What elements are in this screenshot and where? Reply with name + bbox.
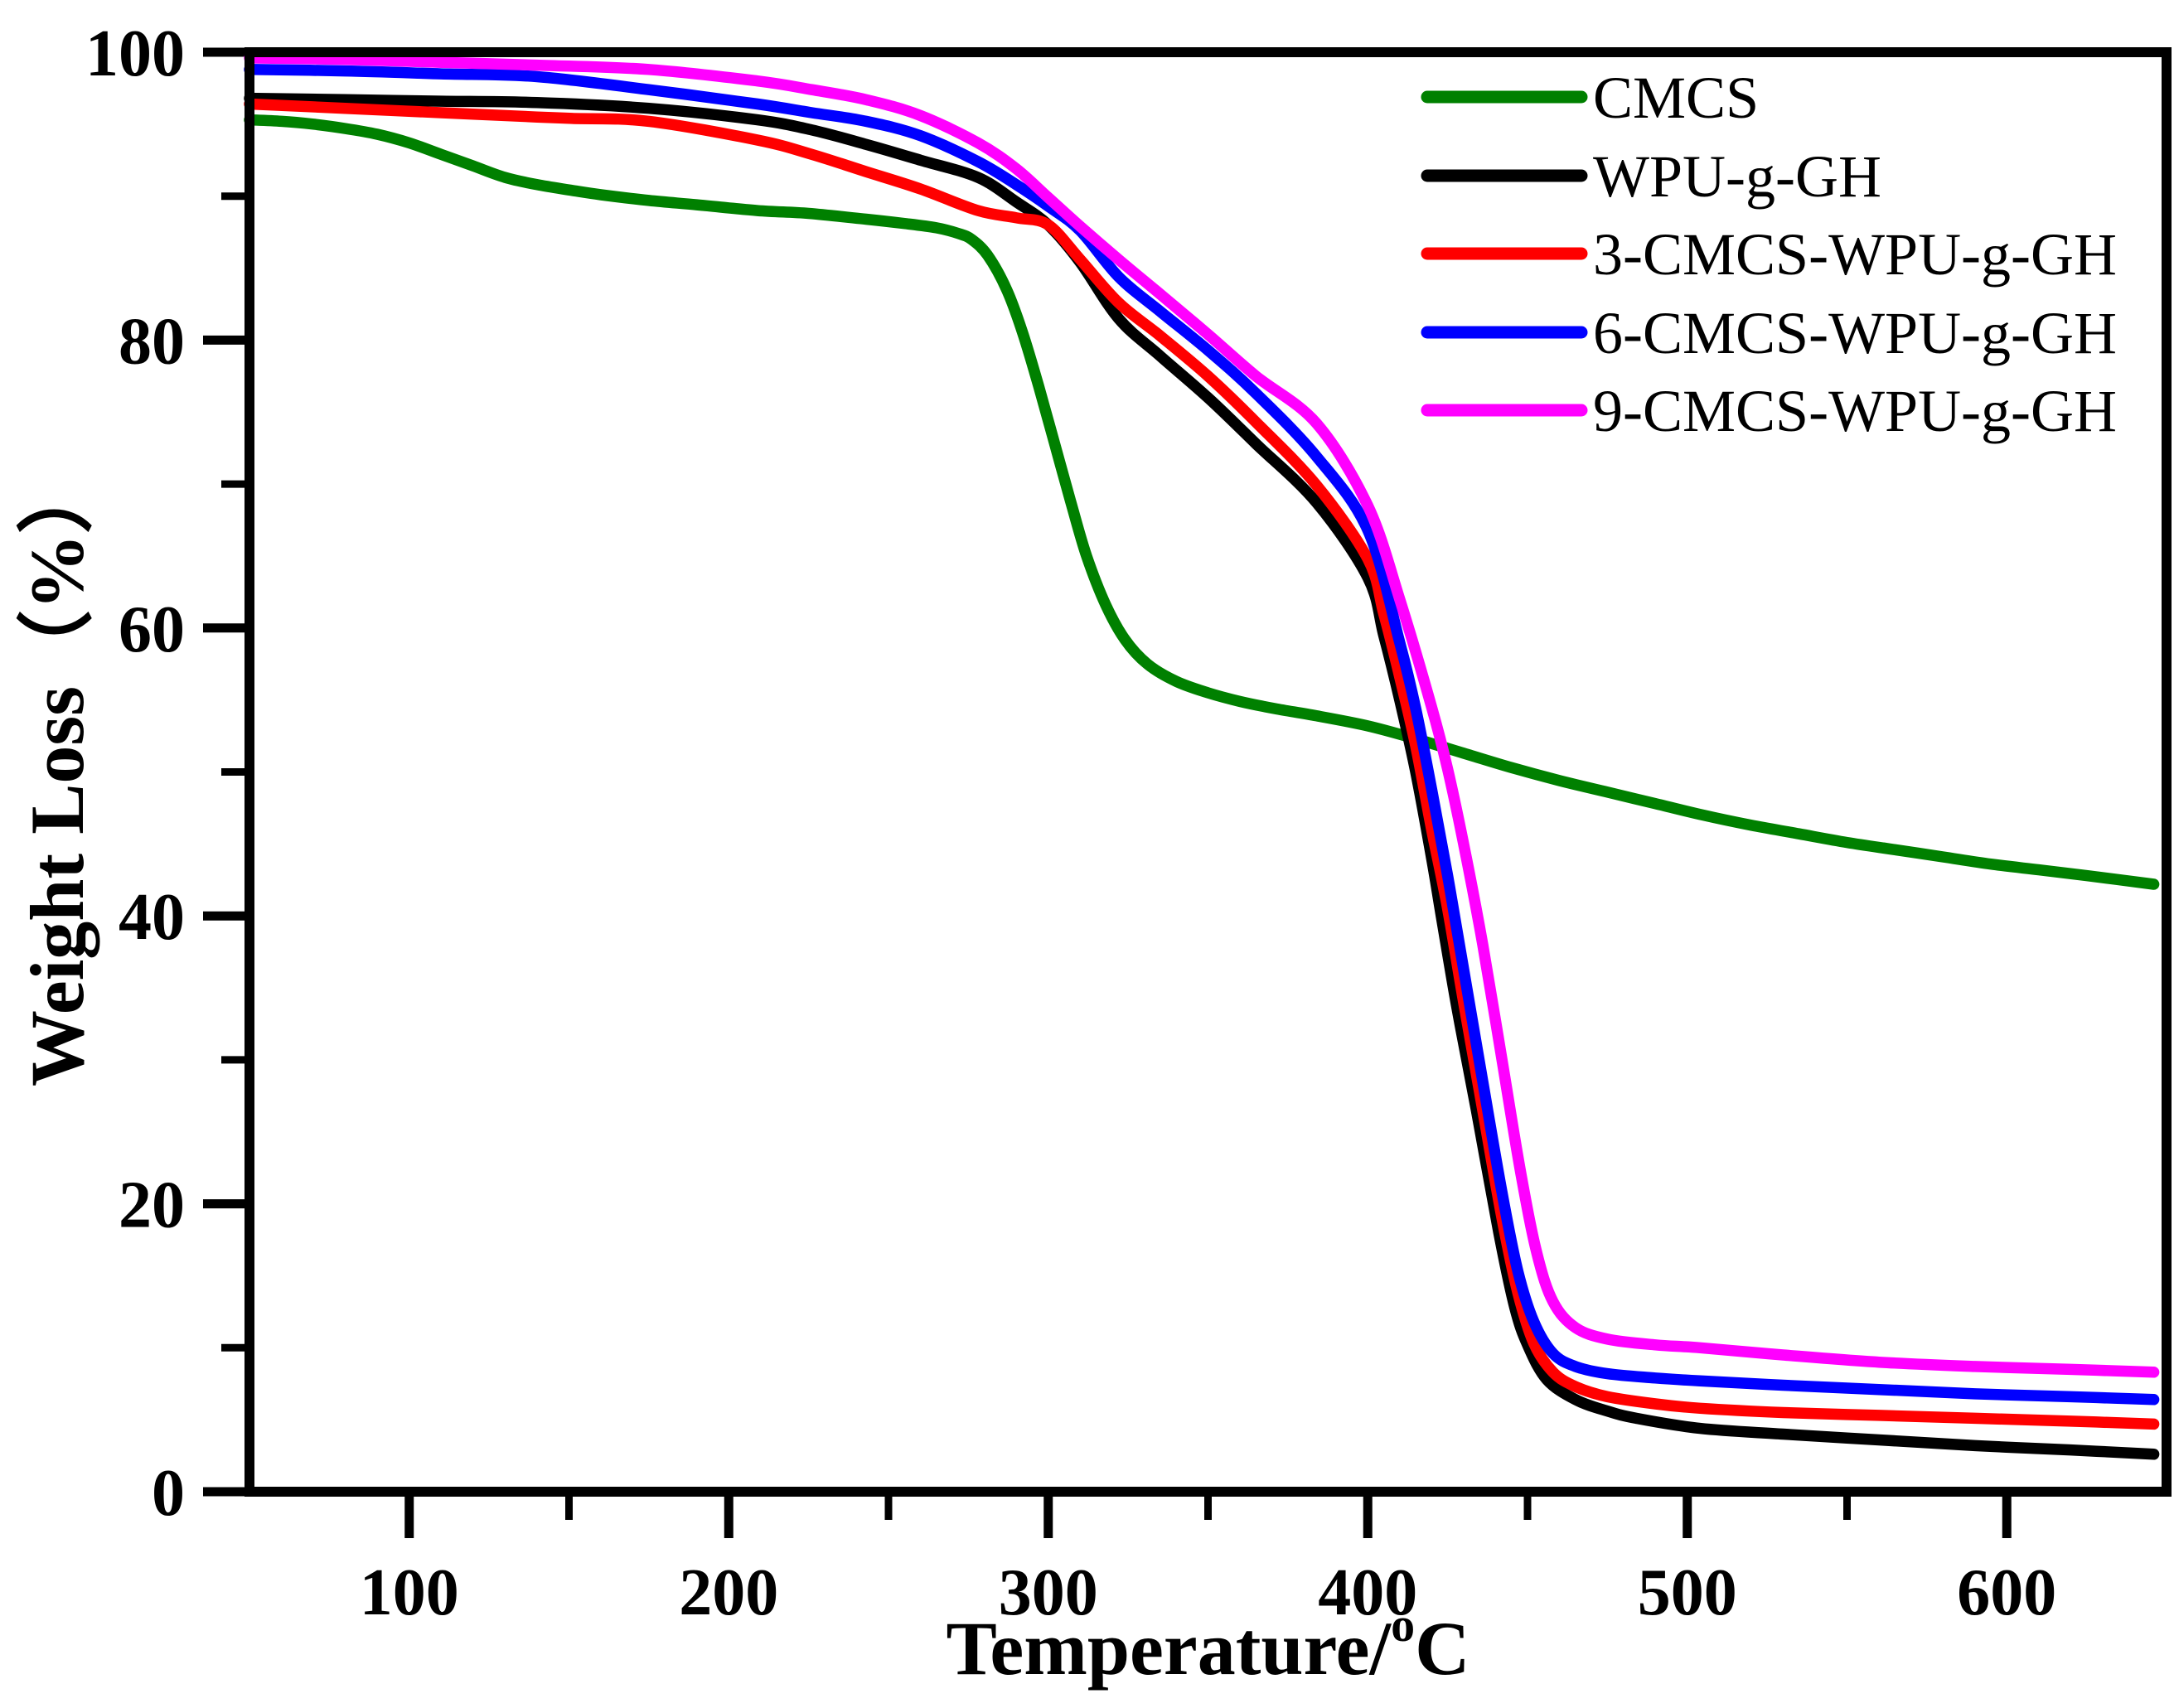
y-tick-label: 60 (119, 593, 185, 666)
x-tick-label: 100 (360, 1556, 459, 1629)
plot-frame (245, 47, 2172, 1497)
series-line-6-CMCS-WPU-g-GH (244, 64, 2160, 1406)
x-tick-label: 400 (1318, 1556, 1417, 1629)
legend-label-cmcs: CMCS (1593, 65, 1759, 131)
legend-item: 6-CMCS-WPU-g-GH (1421, 300, 2117, 366)
legend-label-wpu-g-gh: WPU-g-GH (1593, 143, 1881, 210)
x-tick-label: 600 (1957, 1556, 2056, 1629)
y-tick-label: 100 (85, 17, 185, 90)
legend-label-3-cmcs-wpu-g-gh: 3-CMCS-WPU-g-GH (1593, 221, 2117, 288)
x-tick-label: 200 (679, 1556, 778, 1629)
x-axis-title: Temperature/oC (946, 1598, 1470, 1691)
legend-label-6-cmcs-wpu-g-gh: 6-CMCS-WPU-g-GH (1593, 300, 2117, 366)
y-tick-label: 40 (119, 881, 185, 954)
x-tick-label: 500 (1638, 1556, 1737, 1629)
series-line-CMCS (244, 114, 2160, 890)
legend-item: 9-CMCS-WPU-g-GH (1421, 378, 2117, 444)
legend-item: 3-CMCS-WPU-g-GH (1421, 221, 2117, 288)
legend-item: WPU-g-GH (1421, 143, 1881, 210)
legend-item: CMCS (1421, 65, 1759, 131)
y-tick-label: 20 (119, 1169, 185, 1242)
series-line-3-CMCS-WPU-g-GH (244, 98, 2160, 1430)
legend-label-9-cmcs-wpu-g-gh: 9-CMCS-WPU-g-GH (1593, 378, 2117, 444)
x-tick-label: 300 (999, 1556, 1098, 1629)
series-curves (244, 52, 2160, 1460)
y-tick-label: 0 (152, 1457, 185, 1530)
legend: CMCS WPU-g-GH 3-CMCS-WPU-g-GH 6-CMCS-WPU… (1421, 65, 2117, 444)
y-axis-title: Weight Loss（%） (15, 457, 99, 1086)
series-line-9-CMCS-WPU-g-GH (244, 52, 2160, 1378)
y-tick-label: 80 (119, 305, 185, 378)
axis-tick-labels: 100 200 300 400 500 600 0 20 40 60 80 100 (85, 17, 2056, 1629)
